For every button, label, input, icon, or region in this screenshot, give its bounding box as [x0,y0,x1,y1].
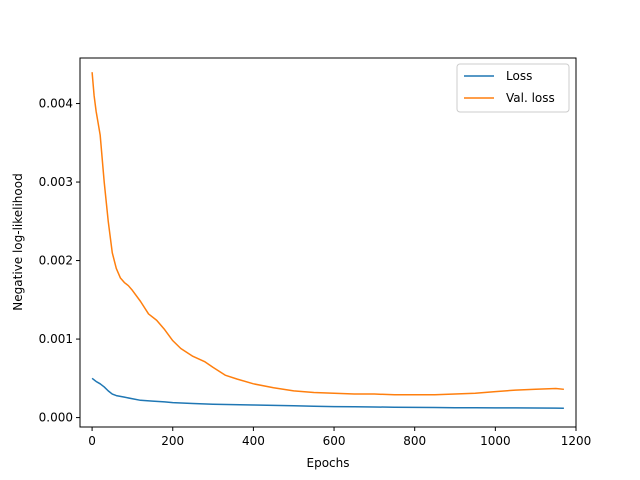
y-axis-label: Negative log-likelihood [11,173,25,310]
x-tick-label: 600 [323,434,346,448]
y-tick-label: 0.000 [39,411,73,425]
y-tick-label: 0.003 [39,175,73,189]
x-tick-label: 0 [88,434,96,448]
x-tick-label: 800 [403,434,426,448]
series-line-1 [91,72,564,396]
plot-frame [79,57,577,428]
y-tick-label: 0.001 [39,332,73,346]
y-tick-label: 0.002 [39,254,73,268]
x-tick-label: 400 [242,434,265,448]
series-line-0 [91,377,564,410]
x-axis-label: Epochs [307,456,350,470]
legend-label-val-loss: Val. loss [506,91,555,105]
y-tick-label: 0.004 [39,97,73,111]
x-tick-label: 1200 [561,434,592,448]
legend: Loss Val. loss [456,63,570,113]
x-tick-label: 1000 [480,434,511,448]
plot-lines [91,72,564,410]
legend-label-loss: Loss [506,69,532,83]
x-axis-ticks: 0 200 400 600 800 1000 1200 [88,427,591,448]
x-tick-label: 200 [161,434,184,448]
y-axis-ticks: 0.000 0.001 0.002 0.003 0.004 [39,97,80,425]
